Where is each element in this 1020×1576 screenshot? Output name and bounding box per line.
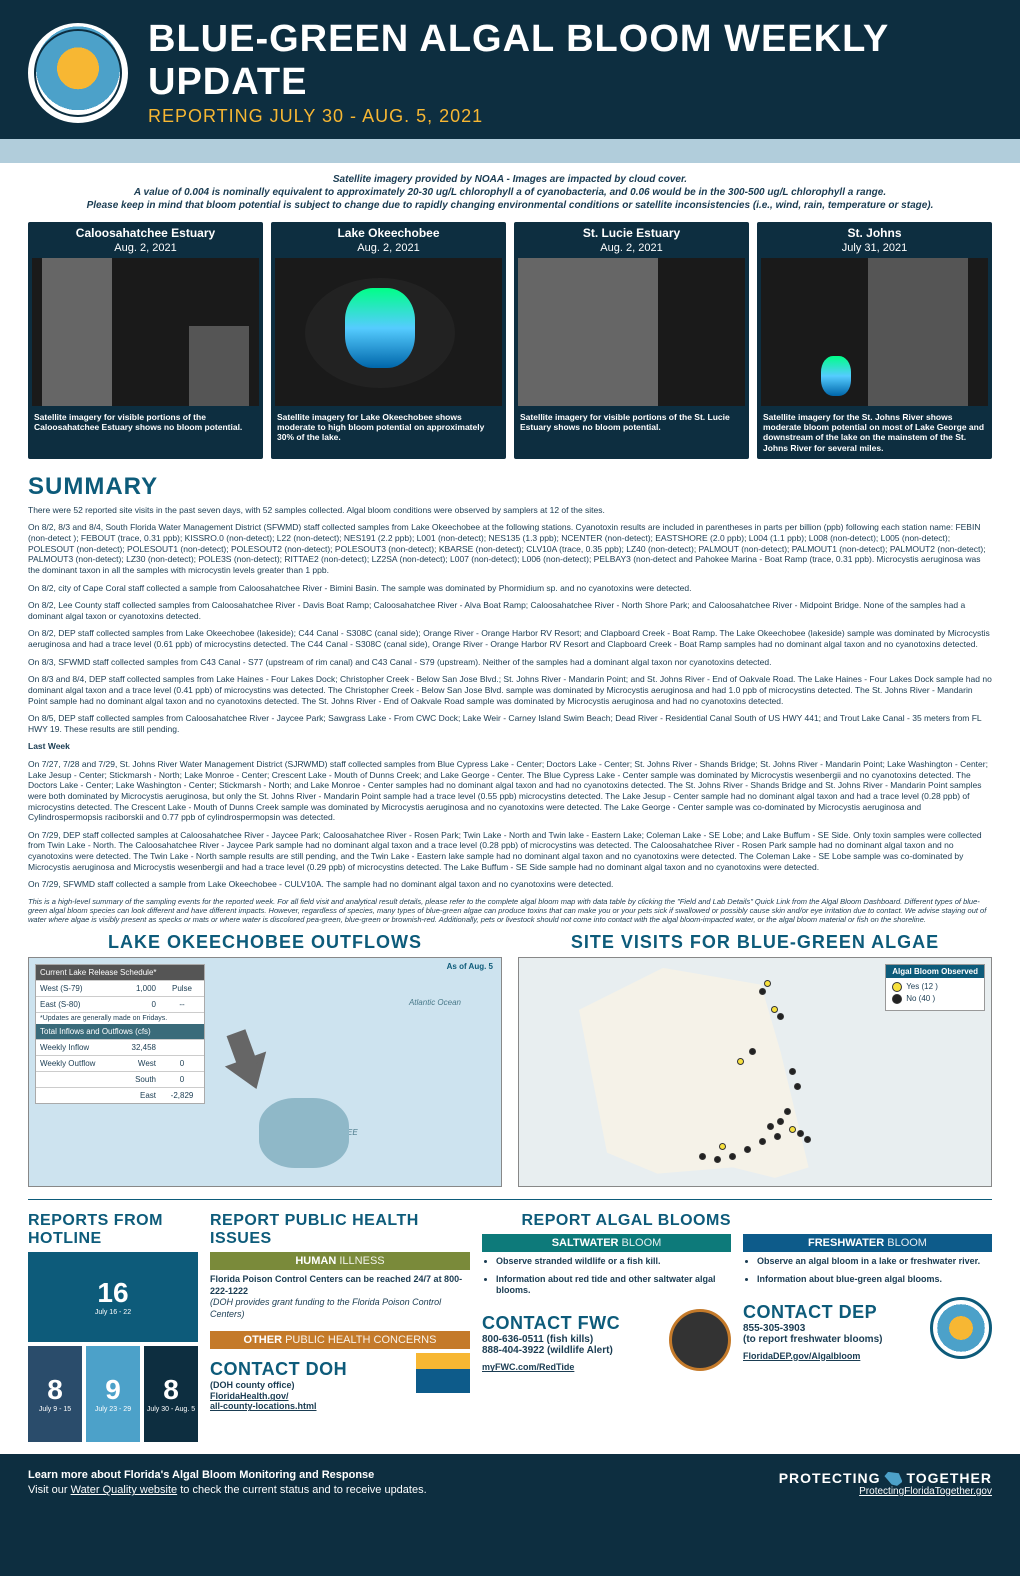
disclaimer-text: Satellite imagery provided by NOAA - Ima… [0, 163, 1020, 218]
flow-arrow-icon [225, 1051, 277, 1096]
asof-label: As of Aug. 5 [447, 962, 493, 971]
satellite-card-row: Caloosahatchee EstuaryAug. 2, 2021 Satel… [0, 218, 1020, 463]
other-concerns-pill: OTHER PUBLIC HEALTH CONCERNS [210, 1331, 470, 1349]
sat-card-stlucie: St. Lucie EstuaryAug. 2, 2021 Satellite … [514, 222, 749, 459]
visits-title: SITE VISITS FOR BLUE-GREEN ALGAE [518, 932, 992, 953]
sat-caption: Satellite imagery for the St. Johns Rive… [757, 406, 992, 459]
contact-doh: CONTACT DOH [210, 1359, 402, 1380]
fwc-link[interactable]: myFWC.com/RedTide [482, 1362, 663, 1372]
sat-image-stlucie [518, 258, 745, 406]
florida-health-logo [416, 1353, 470, 1393]
sat-image-okeechobee [275, 258, 502, 406]
report-health-title: REPORT PUBLIC HEALTH ISSUES [210, 1212, 470, 1248]
dep-logo [28, 23, 128, 123]
sat-image-caloosahatchee [32, 258, 259, 406]
florida-icon [884, 1472, 902, 1486]
water-quality-link[interactable]: Water Quality website [71, 1484, 178, 1496]
protecting-link[interactable]: ProtectingFloridaTogether.gov [779, 1486, 992, 1497]
outflows-title: LAKE OKEECHOBEE OUTFLOWS [28, 932, 502, 953]
hotline-chart: 16July 16 - 22 8July 9 - 15 9July 23 - 2… [28, 1252, 198, 1442]
freshwater-pill: FRESHWATER BLOOM [743, 1234, 992, 1252]
header-divider [0, 139, 1020, 163]
fwc-seal-icon [669, 1309, 731, 1371]
summary-fineprint: This is a high-level summary of the samp… [0, 897, 1020, 924]
sat-caption: Satellite imagery for Lake Okeechobee sh… [271, 406, 506, 449]
saltwater-pill: SALTWATER BLOOM [482, 1234, 731, 1252]
site-visits-map: Algal Bloom Observed Yes (12 ) No (40 ) [518, 957, 992, 1187]
reporting-date-range: REPORTING JULY 30 - AUG. 5, 2021 [148, 106, 992, 127]
header-bar: BLUE-GREEN ALGAL BLOOM WEEKLY UPDATE REP… [0, 0, 1020, 139]
release-schedule-table: Current Lake Release Schedule* West (S-7… [35, 964, 205, 1104]
sat-caption: Satellite imagery for visible portions o… [28, 406, 263, 438]
hotline-title: REPORTS FROM HOTLINE [28, 1212, 198, 1248]
summary-body: There were 52 reported site visits in th… [0, 505, 1020, 890]
dep-link[interactable]: FloridaDEP.gov/Algalbloom [743, 1351, 924, 1361]
sat-card-stjohns: St. JohnsJuly 31, 2021 Satellite imagery… [757, 222, 992, 459]
sat-card-caloosahatchee: Caloosahatchee EstuaryAug. 2, 2021 Satel… [28, 222, 263, 459]
contact-fwc: CONTACT FWC [482, 1313, 663, 1334]
page-title: BLUE-GREEN ALGAL BLOOM WEEKLY UPDATE [148, 18, 992, 104]
summary-heading: SUMMARY [28, 473, 992, 501]
sat-image-stjohns [761, 258, 988, 406]
sat-card-okeechobee: Lake OkeechobeeAug. 2, 2021 Satellite im… [271, 222, 506, 459]
footer-bar: Learn more about Florida's Algal Bloom M… [0, 1454, 1020, 1513]
contact-dep: CONTACT DEP [743, 1302, 924, 1323]
doh-link[interactable]: FloridaHealth.gov/ all-county-locations.… [210, 1391, 402, 1411]
human-illness-pill: HUMAN ILLNESS [210, 1252, 470, 1270]
sat-caption: Satellite imagery for visible portions o… [514, 406, 749, 438]
outflows-map: As of Aug. 5 Current Lake Release Schedu… [28, 957, 502, 1187]
dep-seal-icon [930, 1297, 992, 1359]
report-blooms-title: REPORT ALGAL BLOOMS [482, 1212, 731, 1230]
